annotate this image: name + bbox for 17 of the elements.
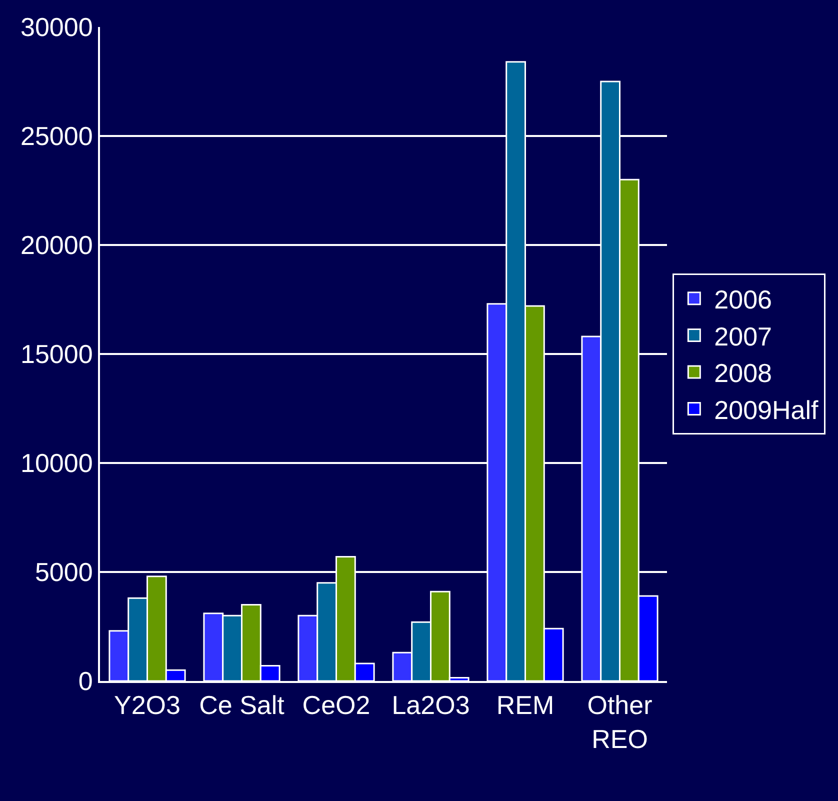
- y-tick-label: 25000: [20, 121, 93, 152]
- x-tick-label: Other REO: [587, 690, 653, 754]
- x-tick-label: Y2O3: [114, 690, 180, 720]
- x-tick-label: CeO2: [302, 690, 370, 720]
- legend-label: 2007: [714, 321, 772, 352]
- y-tick-label: 30000: [20, 12, 93, 42]
- x-tick-label: REM: [496, 690, 554, 720]
- legend-label: 2008: [714, 358, 772, 388]
- y-tick-label: 20000: [20, 230, 93, 260]
- y-tick-label: 0: [78, 666, 93, 696]
- legend-label: 2009Half: [714, 394, 820, 425]
- y-tick-label: 15000: [20, 339, 93, 370]
- legend-label: 2006: [714, 284, 772, 315]
- x-tick-label: La2O3: [392, 690, 470, 720]
- y-tick-label: 10000: [20, 448, 93, 478]
- x-tick-label: Ce Salt: [199, 690, 286, 720]
- y-tick-label: 5000: [34, 557, 93, 588]
